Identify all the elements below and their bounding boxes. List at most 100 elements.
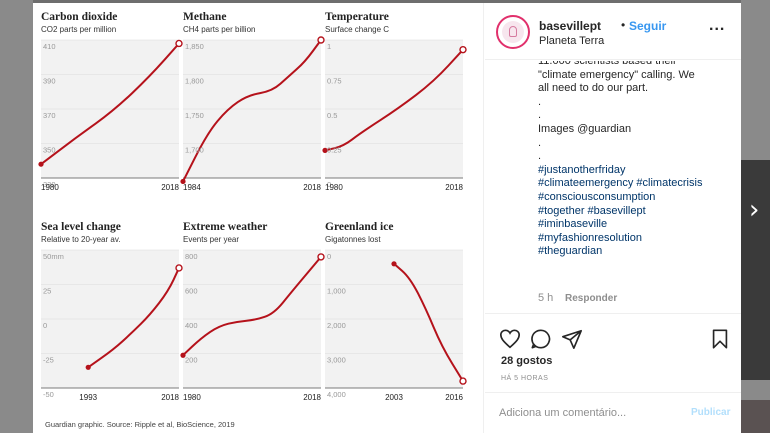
y-tick-label: 330 <box>43 180 56 189</box>
chart-panel <box>322 39 467 179</box>
end-point <box>175 39 183 48</box>
hashtag-line[interactable]: #consciousconsumption <box>538 190 656 203</box>
comment-icon[interactable] <box>530 328 552 350</box>
comment-box: Publicar <box>485 392 741 433</box>
y-tick-label: 410 <box>43 42 56 51</box>
likes-count[interactable]: 28 gostos <box>501 355 553 367</box>
start-point <box>38 161 44 167</box>
location-link[interactable]: Planeta Terra <box>539 35 605 47</box>
y-tick-label: 350 <box>43 146 56 155</box>
caption-line: . <box>538 109 542 122</box>
start-point <box>180 352 186 358</box>
y-tick-label: 50mm <box>43 252 64 261</box>
chart-panel <box>180 249 325 389</box>
x-tick-label: 2016 <box>445 393 463 402</box>
caption-line: . <box>538 150 542 163</box>
more-options-icon[interactable]: ... <box>709 17 726 34</box>
y-tick-label: 3,000 <box>327 356 346 365</box>
chart-subtitle: CO2 parts per million <box>41 25 116 34</box>
hashtag-line[interactable]: #theguardian <box>538 245 603 258</box>
separator-dot: • <box>621 18 626 32</box>
y-tick-label: 390 <box>43 77 56 86</box>
end-point <box>317 36 325 44</box>
chart-subtitle: Events per year <box>183 235 239 244</box>
caption-line: 11.000 scientists based their <box>538 61 677 67</box>
post-sidebar: basevillept • Seguir Planeta Terra ... 1… <box>485 3 741 433</box>
hashtag-line[interactable]: #myfashionresolution <box>538 231 642 244</box>
post-header: basevillept • Seguir Planeta Terra ... <box>485 3 741 60</box>
action-bar: 28 gostos HÁ 5 HORAS <box>485 313 741 389</box>
chart-panel <box>325 249 467 389</box>
hashtag-line[interactable]: #climateemergency #climatecrisis <box>538 177 703 190</box>
avatar[interactable] <box>496 15 530 49</box>
y-tick-label: 1,000 <box>327 287 346 296</box>
series-line <box>40 42 180 165</box>
hashtag-line[interactable]: #together #basevillept <box>538 204 646 217</box>
y-tick-label: 4,000 <box>327 390 346 399</box>
chart-title: Methane <box>183 11 226 23</box>
share-icon[interactable] <box>561 328 583 350</box>
hashtag-line[interactable]: #iminbaseville <box>538 218 608 231</box>
y-tick-label: 1,850 <box>185 42 204 51</box>
x-tick-label: 1980 <box>325 183 343 192</box>
publish-button[interactable]: Publicar <box>691 407 731 418</box>
caption-age: 5 h <box>538 292 554 304</box>
caption-line: "climate emergency" calling. We <box>538 68 695 81</box>
x-tick-label: 2018 <box>303 183 321 192</box>
y-tick-label: 1,750 <box>185 111 204 120</box>
x-tick-label: 2018 <box>303 393 321 402</box>
chart-title: Extreme weather <box>183 221 267 233</box>
y-tick-label: 800 <box>185 252 198 261</box>
background-photo-2 <box>741 400 770 433</box>
source-note: Guardian graphic. Source: Ripple et al, … <box>45 420 235 429</box>
chart-title: Sea level change <box>41 221 121 233</box>
caption-text: 11.000 scientists based their "climate em… <box>538 61 734 259</box>
post-modal: Carbon dioxide CO2 parts per million 410 39… <box>33 3 741 433</box>
start-point <box>391 261 397 267</box>
x-tick-label: 1980 <box>183 393 201 402</box>
caption-line: Images @guardian <box>538 122 632 135</box>
chevron-right-icon[interactable]: › <box>749 195 760 225</box>
series-line <box>182 256 322 356</box>
x-tick-label: 1980 <box>41 183 59 192</box>
chart-panel <box>180 36 325 185</box>
heart-icon[interactable] <box>499 328 521 350</box>
start-point <box>85 364 91 370</box>
chart-subtitle: Relative to 20-year av. <box>41 235 120 244</box>
y-tick-label: 0.5 <box>327 111 337 120</box>
caption-line: all need to do our part. <box>538 82 649 95</box>
series-line <box>87 267 180 369</box>
end-point <box>175 264 183 272</box>
username-link[interactable]: basevillept <box>539 19 602 33</box>
end-point <box>459 45 467 54</box>
y-tick-label: 0 <box>43 321 47 330</box>
y-tick-label: 25 <box>43 287 51 296</box>
reply-button[interactable]: Responder <box>565 293 618 304</box>
background-photo <box>741 160 770 380</box>
y-tick-label: 2,000 <box>327 321 346 330</box>
x-tick-label: 2018 <box>161 393 179 402</box>
y-tick-label: 600 <box>185 287 198 296</box>
chart-title: Temperature <box>325 11 389 23</box>
hashtag-line[interactable]: #justanotherfriday <box>538 163 626 176</box>
x-tick-label: 1984 <box>183 183 201 192</box>
y-tick-label: 0 <box>327 252 331 261</box>
follow-button[interactable]: Seguir <box>629 19 667 33</box>
y-tick-label: 1,800 <box>185 77 204 86</box>
timestamp: HÁ 5 HORAS <box>501 375 549 382</box>
y-tick-label: -25 <box>43 356 54 365</box>
x-tick-label: 2018 <box>445 183 463 192</box>
chart-subtitle: Surface change C <box>325 25 389 34</box>
caption-line: . <box>538 136 542 149</box>
series-line <box>324 49 464 152</box>
avatar-icon <box>502 21 524 43</box>
y-tick-label: 0 <box>327 180 331 189</box>
comment-input[interactable] <box>499 405 679 421</box>
chart-panel <box>38 39 183 179</box>
y-tick-label: 370 <box>43 111 56 120</box>
bookmark-icon[interactable] <box>709 328 731 350</box>
chart-title: Greenland ice <box>325 221 393 233</box>
y-tick-label: 1 <box>327 42 331 51</box>
start-point <box>322 147 328 153</box>
series-line <box>182 39 322 182</box>
